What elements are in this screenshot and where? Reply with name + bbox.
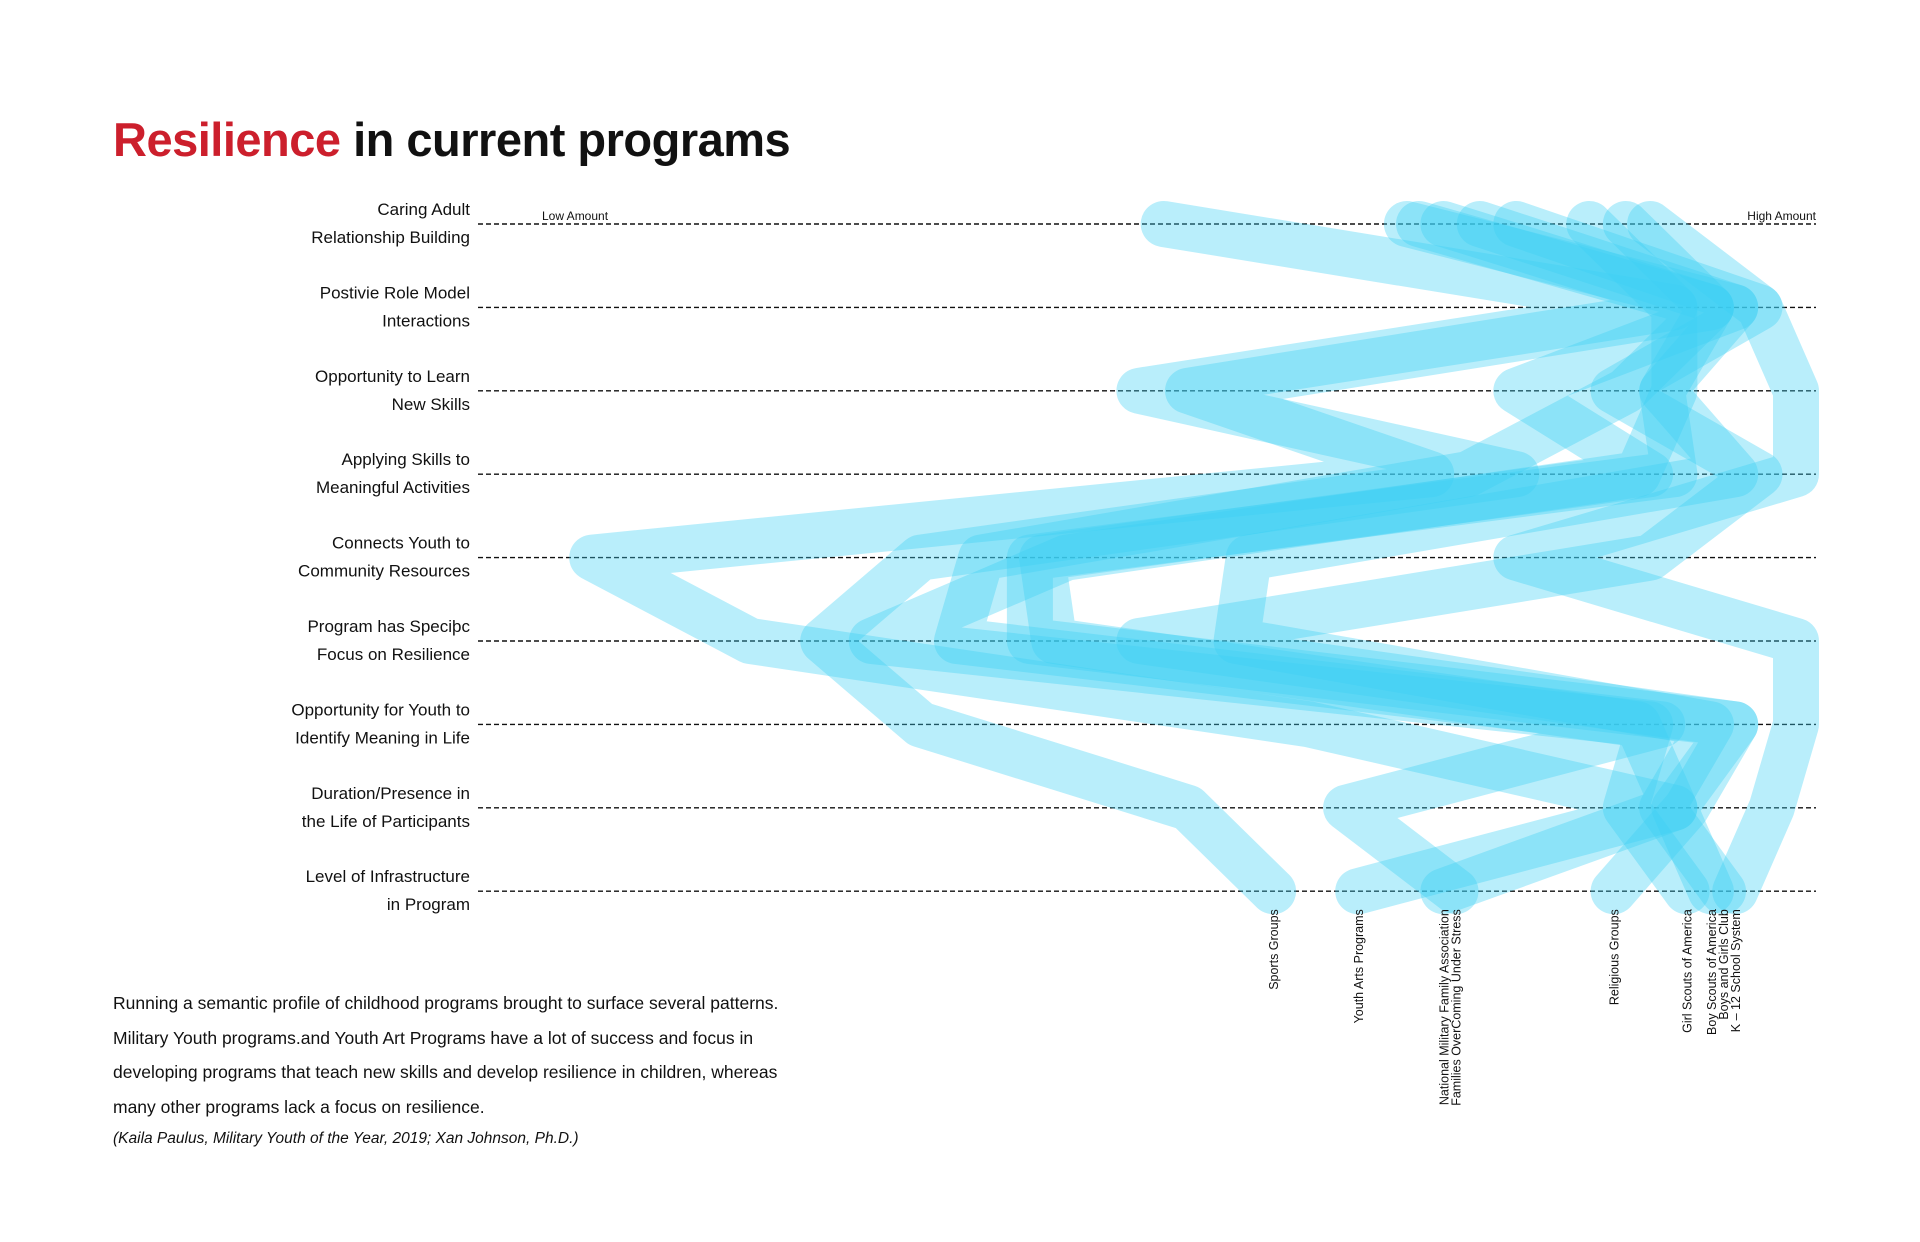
category-label: Relationship Building	[311, 228, 470, 247]
series-line	[848, 201, 1710, 915]
series-label: K – 12 School System	[1729, 909, 1743, 1032]
category-label: the Life of Participants	[302, 812, 470, 831]
series-lines	[569, 201, 1819, 915]
series-line	[800, 201, 1698, 915]
citation: (Kaila Paulus, Military Youth of the Yea…	[113, 1130, 579, 1147]
series-label: Youth Arts Programs	[1352, 909, 1366, 1023]
series-line	[1493, 201, 1819, 915]
category-label: Duration/Presence in	[311, 784, 470, 803]
series-label: Religious Groups	[1608, 909, 1622, 1005]
series-label: National Military Family Association	[1437, 909, 1451, 1105]
category-label: Identify Meaning in Life	[295, 728, 470, 747]
grid-lines	[478, 223, 1816, 892]
category-label: Community Resources	[298, 562, 470, 581]
description-text: Running a semantic profile of childhood …	[113, 986, 873, 1124]
series-line	[569, 201, 1734, 915]
series-line	[1116, 201, 1783, 915]
axis-end-labels: Low Amount High Amount	[542, 209, 1817, 223]
category-label: Meaningful Activities	[316, 478, 470, 497]
category-label: Opportunity to Learn	[315, 367, 470, 386]
description-line: developing programs that teach new skill…	[113, 1062, 778, 1082]
category-label: Focus on Resilience	[317, 645, 470, 664]
title-accent: Resilience	[113, 113, 341, 166]
series-label: Families OverComing Under Stress	[1450, 909, 1464, 1106]
description-line: many other programs lack a focus on resi…	[113, 1096, 485, 1117]
series-label: Girl Scouts of America	[1681, 909, 1695, 1033]
series-label: Boy Scouts of America	[1705, 909, 1719, 1035]
series-label: Sports Groups	[1267, 909, 1281, 990]
series-line	[934, 201, 1734, 915]
category-label: Interactions	[382, 311, 470, 330]
series-line	[1019, 201, 1759, 915]
category-label: Caring Adult	[377, 200, 470, 219]
series-label: Boys and Girls Club	[1717, 909, 1731, 1020]
series-line	[1213, 201, 1759, 915]
series-labels: Sports Groups Youth Arts Programs National…	[1267, 909, 1743, 1106]
category-labels: Caring Adult Relationship Building Postivi…	[291, 200, 470, 914]
category-label: Postivie Role Model	[320, 283, 470, 302]
category-label: Opportunity for Youth to	[291, 700, 470, 719]
x-max-label: High Amount	[1747, 209, 1816, 223]
category-label: Program has Speciþc	[307, 617, 470, 636]
series-line	[1006, 201, 1759, 915]
category-label: Applying Skills to	[341, 450, 470, 469]
title-rest: in current programs	[340, 113, 791, 166]
page-title: Resilience in current programs	[113, 112, 791, 167]
category-label: Level of Infrastructure	[306, 867, 470, 886]
category-label: New Skills	[392, 395, 470, 414]
category-label: Connects Youth to	[332, 534, 470, 553]
description-line: Military Youth programs.and Youth Art Pr…	[113, 1027, 754, 1048]
description-line: Running a semantic profile of childhood …	[113, 993, 779, 1013]
x-min-label: Low Amount	[542, 209, 609, 223]
category-label: in Program	[387, 895, 470, 914]
